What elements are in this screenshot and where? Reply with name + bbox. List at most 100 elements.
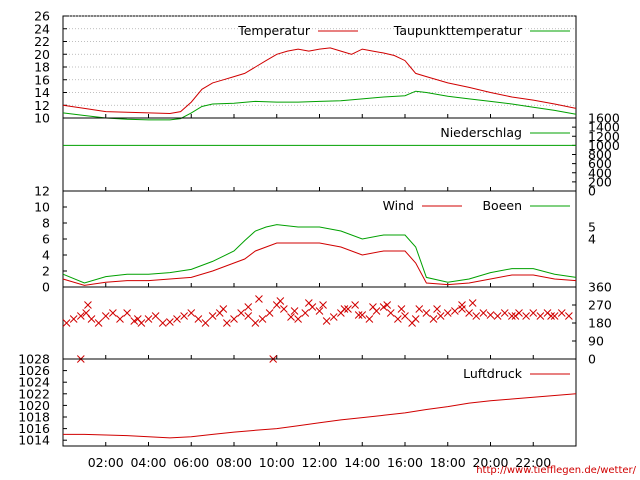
temperature-legend-label: Temperatur (237, 23, 311, 38)
temperature-ytick-label: 10 (34, 111, 50, 126)
wind-direction-point (130, 317, 139, 325)
wind-direction-point (180, 312, 188, 320)
wind-direction-point (511, 312, 520, 320)
wind-direction-point (415, 305, 424, 313)
wind-right-tick-label: 4 (588, 232, 596, 247)
wind-ytick-label: 2 (42, 264, 50, 279)
wind-direction-point (394, 315, 402, 323)
pressure-xtick-label: 02:00 (88, 455, 124, 470)
wind-direction-point (344, 305, 352, 313)
wind-direction-point (94, 319, 103, 327)
wind-direction-point (451, 307, 459, 315)
wind-direction-point (329, 313, 338, 321)
wind-direction-point (422, 309, 431, 317)
wind-direction-point (365, 315, 374, 323)
wind-direction-point (340, 305, 349, 313)
wind-direction-point (379, 303, 388, 311)
wind-ytick-label: 6 (42, 232, 50, 247)
pressure-xtick-label: 08:00 (216, 455, 252, 470)
wind-direction-point (436, 312, 445, 320)
pressure-xtick-label: 14:00 (344, 455, 380, 470)
wind-ytick-label: 8 (42, 216, 50, 231)
wind-direction-point (536, 312, 545, 320)
wind-direction-point (522, 312, 530, 320)
wind-direction-ytick-label: 270 (588, 298, 612, 313)
wind-direction-point (472, 312, 481, 320)
temperature-series-temperatur-line (62, 47, 577, 115)
wind-legend-label: Wind (383, 198, 414, 213)
wind-direction-point (258, 315, 267, 323)
wind-direction-ytick-label: 0 (588, 352, 596, 367)
pressure-ytick-label: 1022 (18, 386, 50, 401)
wind-direction-point (123, 309, 131, 317)
wind-direction-point (465, 309, 473, 317)
wind-series-wind-line (62, 242, 577, 286)
pressure-ytick-label: 1018 (18, 410, 50, 425)
wind-direction-point (62, 319, 71, 327)
wind-direction-point (429, 315, 438, 323)
wind-direction-point (319, 301, 327, 309)
wind-direction-point (486, 311, 495, 319)
pressure-xtick-label: 10:00 (259, 455, 295, 470)
pressure-ytick-label: 1024 (18, 375, 50, 390)
wind-direction-point (458, 301, 466, 309)
wind-direction-point (133, 315, 142, 323)
precipitation-ytick-label: 400 (588, 165, 612, 180)
wind-direction-ytick-label: 90 (588, 334, 604, 349)
source-url[interactable]: http://www.tiefflegen.de/wetter/ (476, 465, 636, 476)
wind-direction-point (557, 309, 566, 317)
pressure-xtick-label: 20:00 (472, 455, 508, 470)
wind-ytick-label: 4 (42, 248, 50, 263)
wind-direction-point (508, 312, 516, 320)
wind-legend-label: Boeen (482, 198, 522, 213)
wind-direction-point (144, 315, 153, 323)
wind-direction-point (529, 309, 538, 317)
wind-direction-point (194, 315, 203, 323)
wind-direction-point (187, 309, 196, 317)
wind-direction-point (433, 305, 441, 313)
wind-direction-point (386, 309, 395, 317)
wind-direction-point (87, 315, 96, 323)
pressure-legend-label: Luftdruck (463, 366, 523, 381)
temperature-legend-label: Taupunkttemperatur (393, 23, 523, 38)
temperature-ytick-label: 18 (34, 60, 50, 75)
wind-direction-point (101, 312, 110, 320)
wind-direction-point (322, 317, 331, 325)
precipitation-legend-label: Niederschlag (440, 125, 522, 140)
wind-direction-point (151, 312, 160, 320)
precipitation-ytick-label: 1200 (588, 129, 620, 144)
wind-direction-point (479, 309, 488, 317)
wind-direction-point (565, 312, 573, 320)
pressure-series-luftdruck-line (63, 393, 577, 439)
wind-direction-point (201, 319, 210, 327)
temperature-ytick-label: 14 (34, 85, 50, 100)
pressure-xtick-label: 22:00 (515, 455, 551, 470)
wind-direction-point (173, 315, 181, 323)
pressure-xtick-label: 18:00 (430, 455, 466, 470)
wind-direction-point (230, 315, 238, 323)
wind-direction-point (109, 309, 117, 317)
wind-ytick-label: 12 (34, 184, 50, 199)
wind-direction-point (383, 301, 392, 309)
wind-direction-point (287, 313, 295, 321)
chart-panels: 101214161820222426TaupunkttemperaturTemp… (18, 9, 620, 471)
pressure-ytick-label: 1014 (18, 433, 50, 448)
wind-direction-point (219, 305, 228, 313)
wind-direction-point (251, 319, 260, 327)
pressure-ytick-label: 1028 (18, 352, 50, 367)
pressure-xtick-label: 04:00 (130, 455, 166, 470)
wind-direction-point (369, 303, 377, 311)
wind-direction-point (397, 305, 406, 313)
precipitation-ytick-label: 0 (588, 184, 596, 199)
wind-direction-ytick-label: 360 (588, 280, 612, 295)
wind-direction-ytick-label: 180 (588, 316, 612, 331)
temperature-ytick-label: 26 (34, 9, 50, 24)
wind-direction-point (354, 311, 363, 319)
pressure-ytick-label: 1020 (18, 398, 50, 413)
wind-direction-point (550, 312, 559, 320)
wind-direction-point (411, 315, 420, 323)
wind-direction-point (69, 315, 78, 323)
wind-direction-panel: 0 90 180 270 360 (62, 280, 612, 367)
